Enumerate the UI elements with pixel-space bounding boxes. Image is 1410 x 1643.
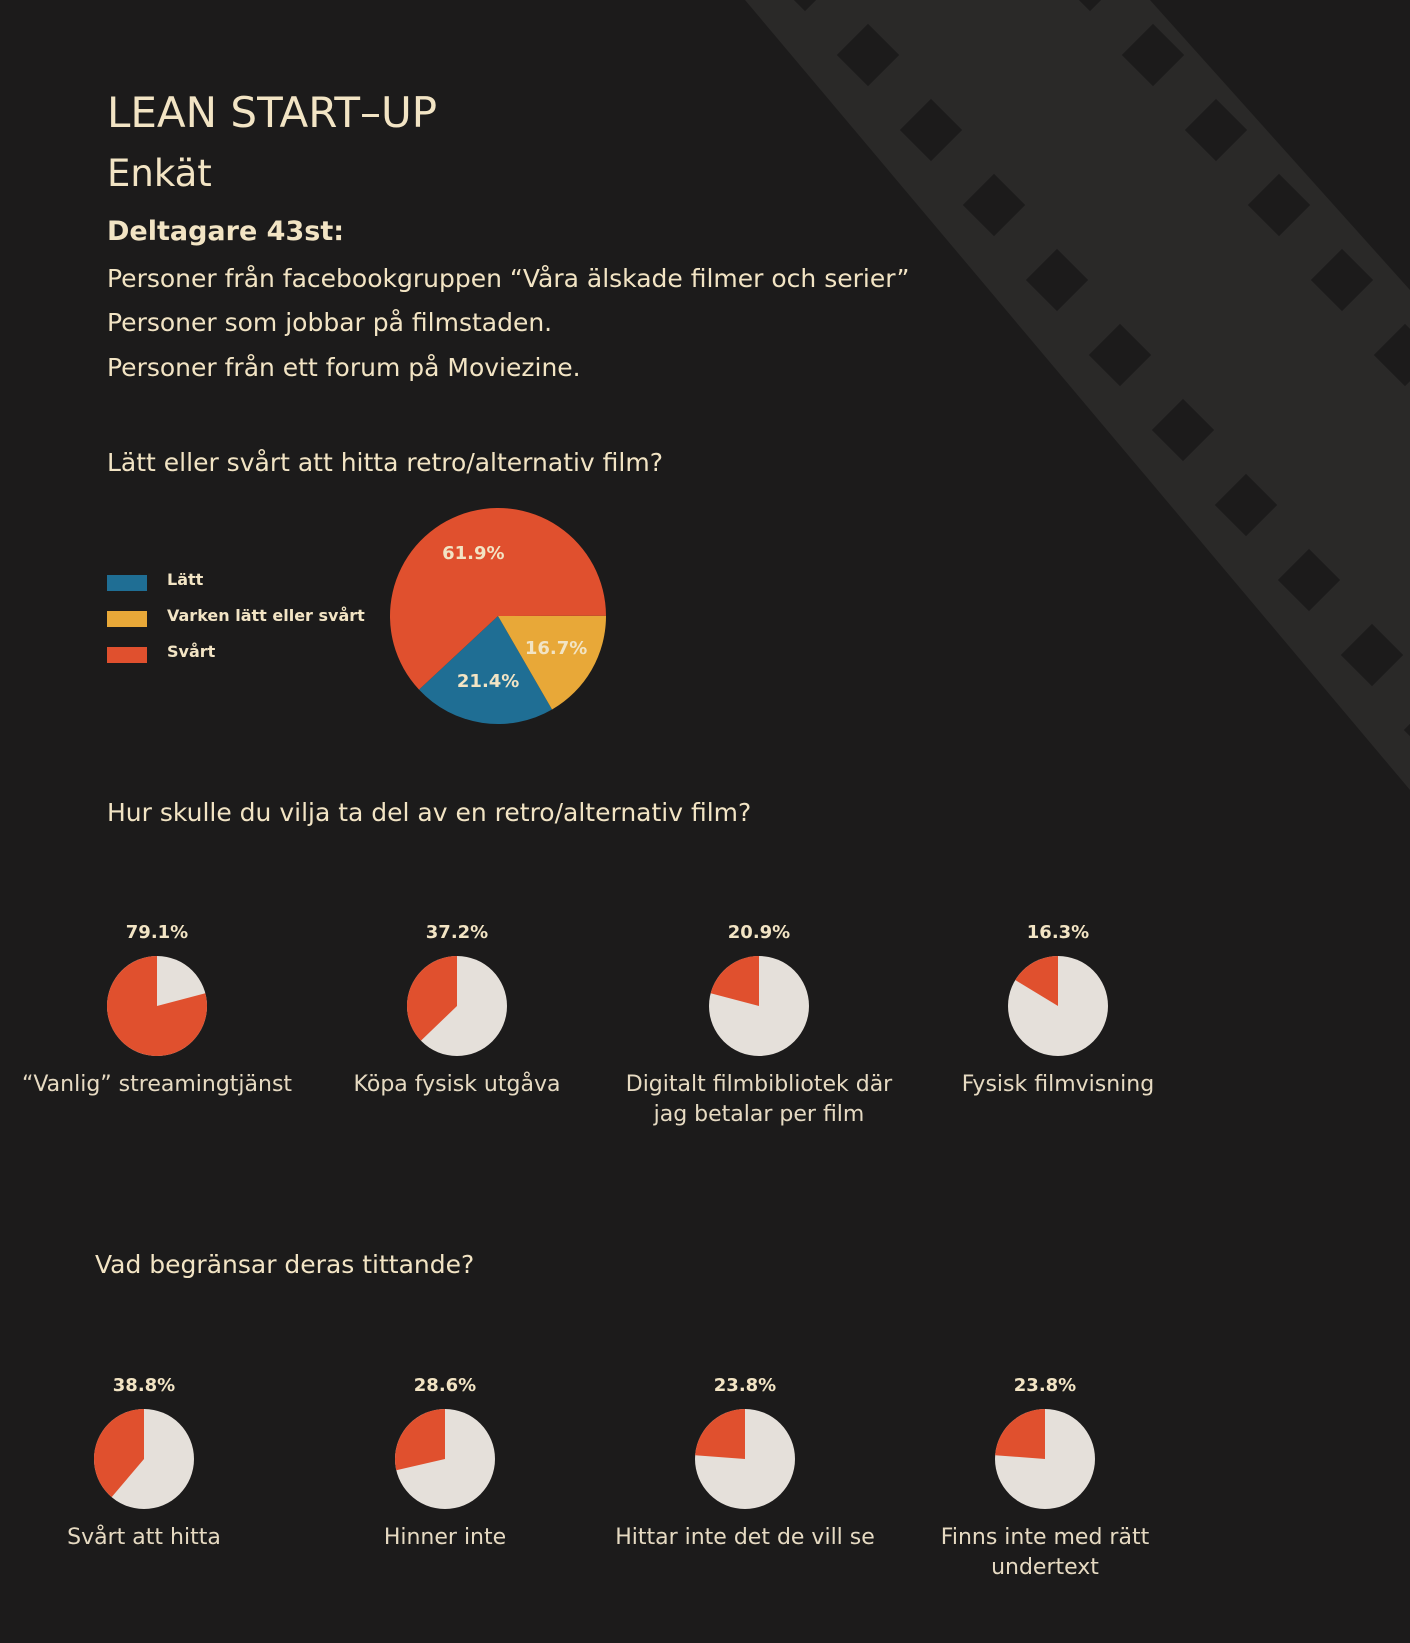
pie-value-label: 79.1%: [125, 922, 189, 943]
pie-slice: [419, 616, 553, 724]
chart-title: Vad begränsar deras tittande?: [95, 1250, 475, 1279]
pie-slice: [995, 1409, 1045, 1459]
title: LEAN START–UP: [107, 88, 438, 137]
pie-value-label: 38.8%: [112, 1375, 176, 1396]
pie-value-label: 23.8%: [1013, 1375, 1077, 1396]
pie-slice: [94, 1409, 144, 1498]
film-hole: [962, 173, 1026, 237]
pie-category-label: Köpa fysisk utgåva: [353, 1072, 561, 1097]
pie-value-label: 23.8%: [713, 1375, 777, 1396]
legend-label: Svårt: [167, 642, 216, 661]
pie-slice: [394, 1409, 445, 1471]
pie-category-label: Digitalt filmbibliotek där jag betalar p…: [625, 1072, 893, 1127]
pie-value-label: 28.6%: [413, 1375, 477, 1396]
pie-slice: [710, 956, 759, 1006]
participant-line: Personer från ett forum på Moviezine.: [107, 353, 581, 382]
slice-label: 61.9%: [442, 542, 505, 564]
pie-slice: [407, 956, 457, 1041]
pie-slice: [695, 1409, 745, 1459]
pie-slice: [106, 955, 207, 1056]
pie-slice: [390, 508, 606, 690]
slice-label: 21.4%: [456, 671, 520, 693]
participants: Deltagare 43st:: [107, 216, 345, 247]
chart-title: Hur skulle du vilja ta del av en retro/a…: [107, 798, 752, 827]
film-hole: [836, 23, 900, 87]
legend-swatch: [107, 611, 147, 627]
legend-label: Varken lätt eller svårt: [167, 606, 365, 625]
legend-swatch: [107, 575, 147, 591]
pie-value-label: 16.3%: [1026, 922, 1090, 943]
slice-label: 16.7%: [524, 638, 588, 660]
legend-swatch: [107, 647, 147, 663]
chart-title: Lätt eller svårt att hitta retro/alterna…: [107, 448, 663, 477]
pie-category-label: Finns inte med rätt undertext: [940, 1525, 1150, 1580]
pie-value-label: 20.9%: [727, 922, 791, 943]
pie-category-label: Fysisk filmvisning: [961, 1072, 1155, 1097]
film-strip: [745, 0, 1410, 790]
legend-label: Lätt: [167, 570, 204, 589]
pie-slice: [498, 615, 606, 710]
film-hole: [899, 98, 963, 162]
participant-line: Personer som jobbar på filmstaden.: [107, 308, 553, 337]
pie-value-label: 37.2%: [425, 922, 489, 943]
subtitle: Enkät: [107, 152, 212, 195]
participant-line: Personer från facebookgruppen “Våra älsk…: [107, 264, 910, 293]
pie-category-label: “Vanlig” streamingtjänst: [21, 1072, 293, 1097]
pie-category-label: Hittar inte det de vill se: [615, 1525, 875, 1550]
pie-category-label: Svårt att hitta: [67, 1525, 221, 1550]
pie-slice: [1015, 956, 1058, 1006]
pie-category-label: Hinner inte: [383, 1525, 507, 1550]
